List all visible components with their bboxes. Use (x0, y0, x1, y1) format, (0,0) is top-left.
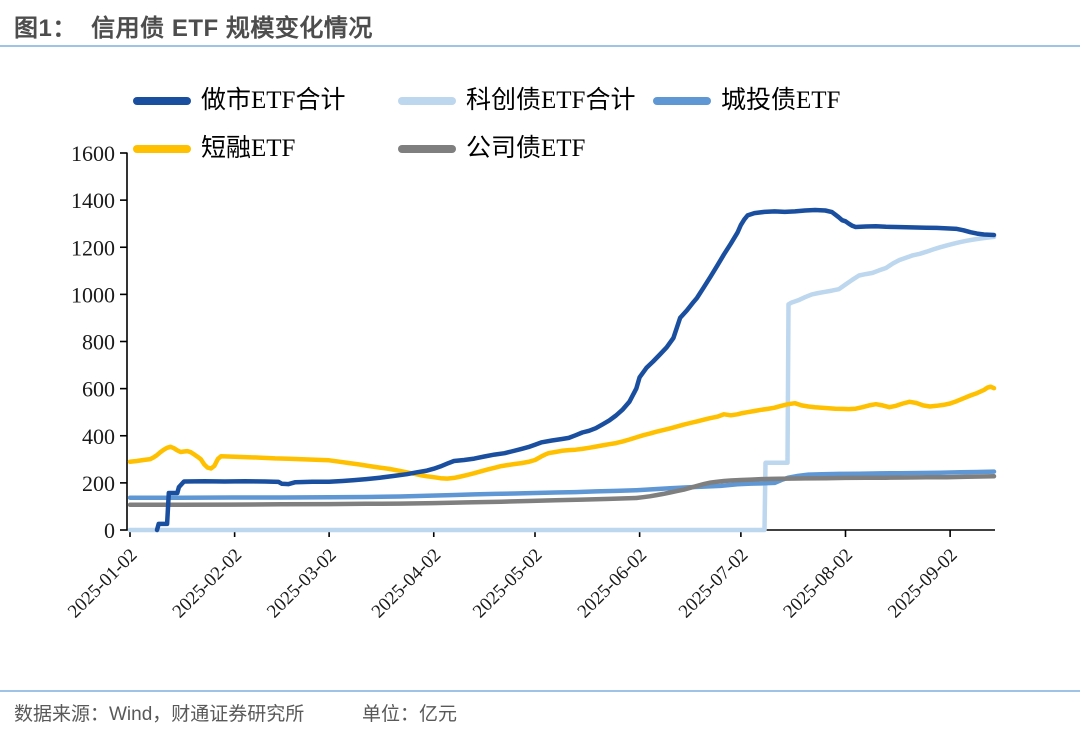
legend-label: 公司债ETF (466, 135, 586, 162)
legend-swatch (398, 145, 456, 153)
x-tick-label: 2025-09-02 (884, 545, 962, 623)
y-tick-label: 1400 (71, 188, 115, 213)
x-tick-label: 2025-03-02 (263, 545, 341, 623)
y-tick-label: 600 (82, 377, 115, 402)
x-tick-label: 2025-07-02 (675, 545, 753, 623)
legend-swatch (398, 97, 456, 105)
y-tick-label: 1000 (71, 282, 115, 307)
legend-swatch (653, 97, 711, 105)
data-source-note: 数据来源：Wind，财通证券研究所 (14, 704, 305, 725)
series-line-科创债ETF合计 (127, 234, 997, 533)
legend-swatch (133, 97, 191, 105)
legend-label: 做市ETF合计 (201, 87, 346, 114)
y-tick-label: 0 (104, 518, 115, 543)
legend-label: 城投债ETF (721, 87, 841, 114)
x-tick-label: 2025-06-02 (574, 545, 652, 623)
x-tick-label: 2025-08-02 (779, 545, 857, 623)
x-tick-label: 2025-02-02 (169, 545, 247, 623)
y-tick-label: 400 (82, 424, 115, 449)
y-tick-label: 200 (82, 471, 115, 496)
series-line-公司债ETF (127, 474, 997, 508)
legend-item: 城投债ETF (653, 86, 840, 116)
x-tick-label: 2025-05-02 (469, 545, 547, 623)
title-divider (0, 45, 1080, 47)
legend-label: 短融ETF (201, 135, 296, 162)
legend-item: 做市ETF合计 (133, 86, 345, 116)
y-tick-label: 1200 (71, 235, 115, 260)
x-tick-label: 2025-01-02 (64, 545, 142, 623)
legend-label: 科创债ETF合计 (466, 87, 636, 114)
unit-note: 单位：亿元 (362, 704, 458, 725)
footer-divider (0, 690, 1080, 692)
series-line-做市ETF合计 (154, 207, 997, 533)
x-tick-label: 2025-04-02 (368, 545, 446, 623)
legend-item: 科创债ETF合计 (398, 86, 635, 116)
y-tick-label: 800 (82, 330, 115, 355)
legend-swatch (133, 145, 191, 153)
y-tick-label: 1600 (71, 141, 115, 166)
series-line-短融ETF (127, 384, 997, 481)
figure-title: 图1： 信用债 ETF 规模变化情况 (14, 15, 373, 42)
legend-item: 短融ETF (133, 134, 295, 164)
legend-item: 公司债ETF (398, 134, 585, 164)
